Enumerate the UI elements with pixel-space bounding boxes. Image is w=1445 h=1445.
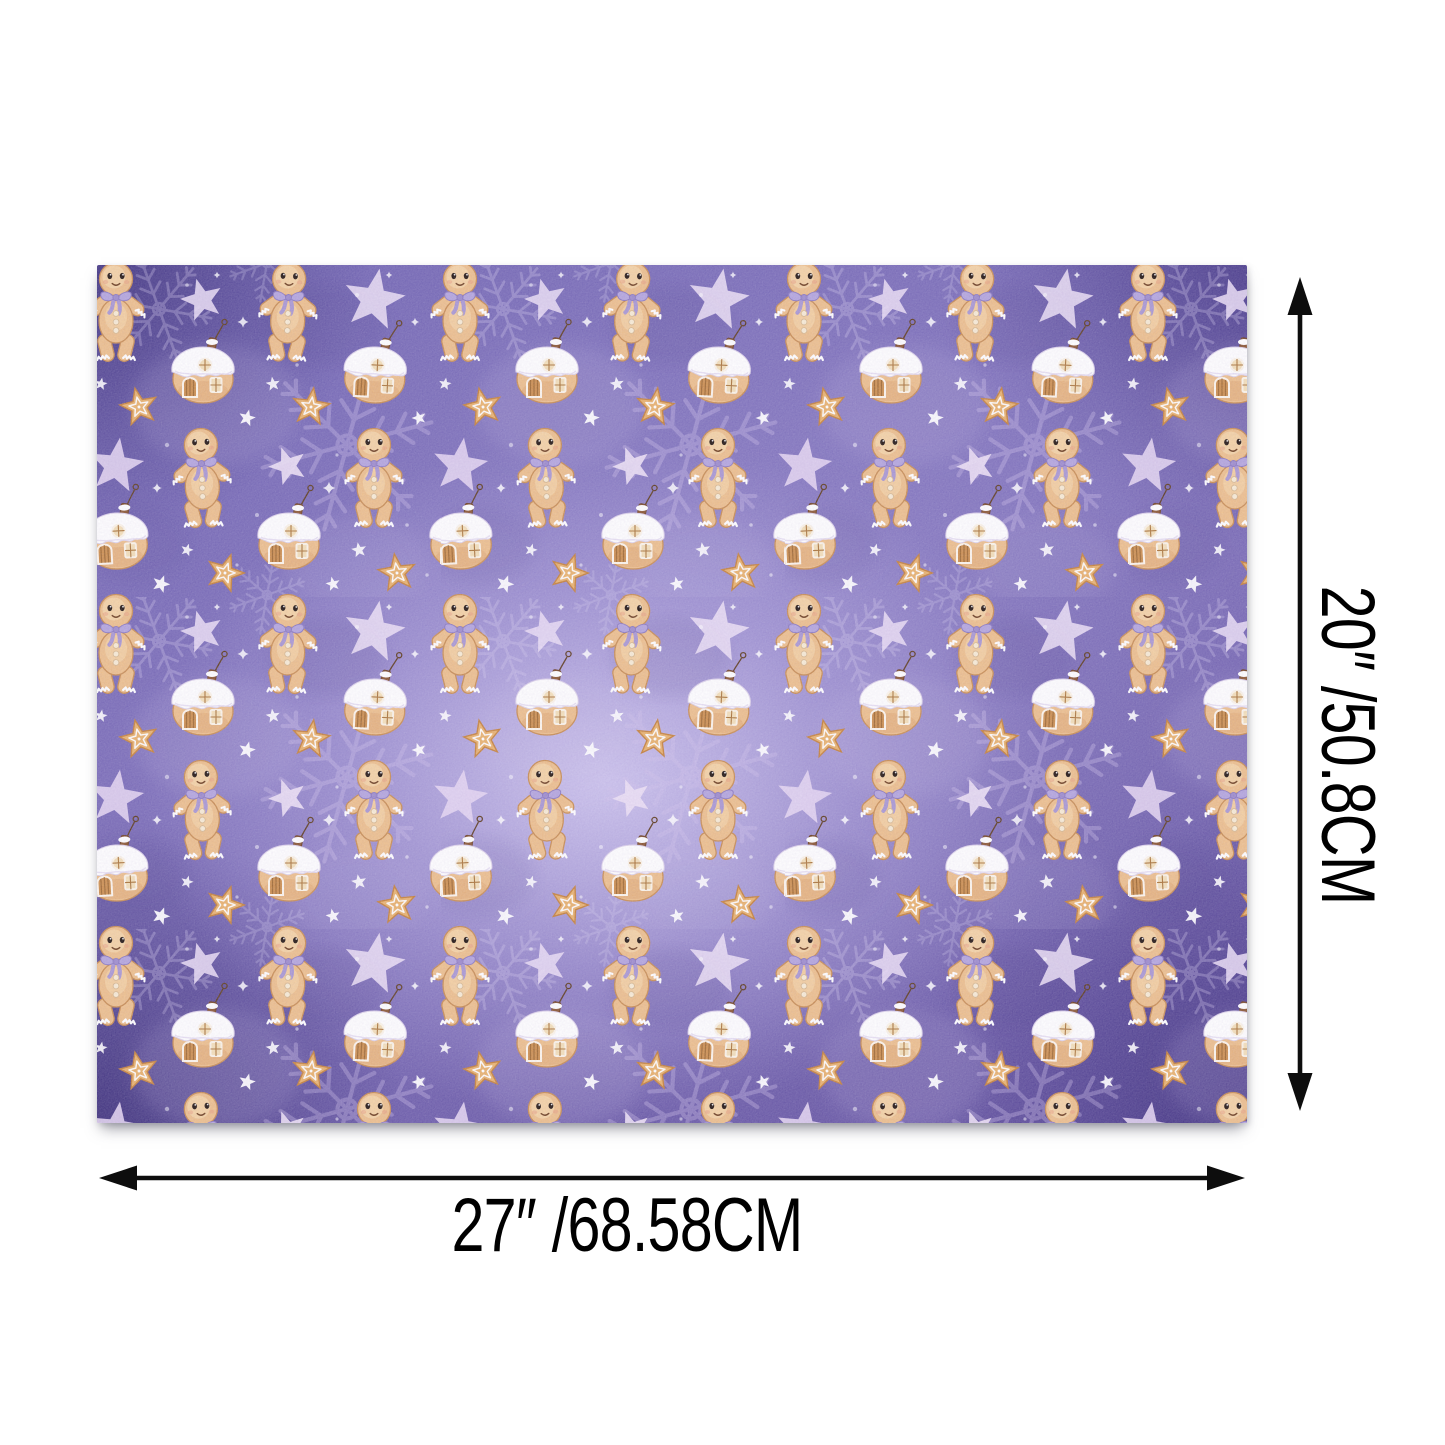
height-dimension-arrow	[1287, 277, 1313, 1111]
width-dimension-arrow	[99, 1165, 1245, 1191]
width-dimension-label: 27″ /68.58CM	[451, 1183, 803, 1268]
wrapping-paper-swatch	[97, 265, 1247, 1123]
height-dimension-label: 20″ /50.8CM	[1305, 585, 1390, 905]
arrowhead-up-icon	[1287, 277, 1313, 315]
arrowhead-left-icon	[99, 1165, 137, 1191]
gift-wrap-pattern	[97, 265, 1247, 1123]
arrowhead-right-icon	[1207, 1165, 1245, 1191]
arrowhead-down-icon	[1287, 1073, 1313, 1111]
paper-texture-dark	[97, 265, 1247, 1123]
